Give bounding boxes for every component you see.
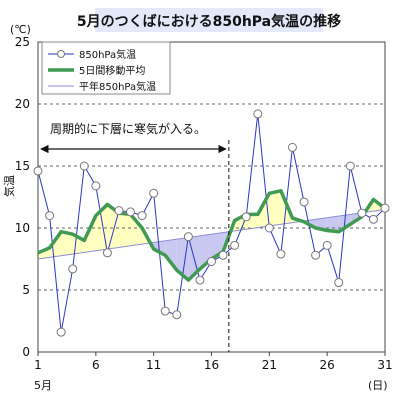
gridlines	[38, 103, 385, 291]
fill-above-normal	[61, 231, 73, 256]
series-line-normal	[37, 208, 386, 260]
y-tick-label: 5	[22, 283, 30, 297]
legend-box	[41, 41, 171, 95]
fill-below-normal	[327, 216, 339, 232]
x-tick-label: 1	[34, 358, 42, 372]
data-point-850hpa	[114, 206, 124, 216]
annotation-text: 周期的に下層に寒気が入る。	[50, 121, 206, 136]
data-point-850hpa	[287, 142, 297, 152]
data-point-850hpa	[45, 211, 55, 221]
y-tick-label: 0	[22, 345, 30, 359]
legend: 850hPa気温 5日間移動平均 平年850hPa気温	[41, 41, 171, 95]
data-point-850hpa	[276, 249, 286, 259]
y-tick-label: 15	[15, 159, 30, 173]
data-point-850hpa	[311, 250, 321, 260]
fill-above-normal	[130, 214, 143, 246]
data-points	[33, 109, 390, 337]
fill-above-normal	[269, 190, 281, 226]
data-point-850hpa	[218, 250, 228, 260]
chart-title: 5月のつくばにおける850hPa気温の推移	[77, 13, 341, 30]
data-point-850hpa	[368, 214, 378, 224]
fill-above-normal	[95, 204, 108, 251]
x-tick-labels: 1 6 11 16 21 26 31	[34, 352, 393, 372]
legend-label-moving-average: 5日間移動平均	[79, 64, 145, 77]
x-tick-label: 31	[377, 358, 392, 372]
data-point-850hpa	[195, 275, 205, 285]
data-point-850hpa	[183, 232, 193, 242]
fill-below-normal	[165, 239, 177, 271]
legend-label-850hpa: 850hPa気温	[79, 48, 136, 61]
x-tick-label: 11	[146, 358, 161, 372]
data-point-850hpa	[380, 203, 390, 213]
data-point-850hpa	[322, 240, 332, 250]
data-point-850hpa	[299, 197, 309, 207]
annotation-layer: 周期的に下層に寒気が入る。	[40, 121, 230, 352]
month-label: 5月	[34, 379, 52, 392]
fill-above-normal	[118, 213, 131, 248]
data-point-850hpa	[334, 278, 344, 288]
data-point-850hpa	[137, 211, 147, 221]
x-unit-label: (日)	[368, 379, 388, 392]
data-point-850hpa	[126, 207, 136, 217]
x-tick-label: 16	[204, 358, 219, 372]
data-point-850hpa	[149, 188, 159, 198]
y-tick-labels: 0 5 10 15 20 25	[15, 35, 30, 359]
fill-below-normal	[176, 237, 189, 281]
y-tick-label: 20	[15, 97, 30, 111]
data-point-850hpa	[102, 248, 112, 258]
data-point-850hpa	[241, 212, 251, 222]
x-tick-label: 21	[262, 358, 277, 372]
data-point-850hpa	[172, 310, 182, 320]
y-axis-label: 気温	[2, 175, 16, 197]
data-point-850hpa	[160, 306, 170, 316]
data-point-850hpa	[264, 223, 274, 233]
data-point-850hpa	[253, 109, 263, 119]
legend-marker-850hpa	[57, 50, 65, 58]
y-unit-label: (℃)	[10, 23, 31, 36]
y-tick-label: 25	[15, 35, 30, 49]
x-tick-label: 6	[92, 358, 100, 372]
y-tick-label: 10	[15, 221, 30, 235]
data-point-850hpa	[68, 264, 78, 274]
data-point-850hpa	[79, 161, 89, 171]
data-point-850hpa	[345, 161, 355, 171]
title-background	[95, 8, 323, 32]
x-tick-label: 26	[320, 358, 335, 372]
data-point-850hpa	[91, 181, 101, 191]
data-point-850hpa	[230, 240, 240, 250]
fill-above-normal	[107, 204, 119, 250]
legend-label-normal: 平年850hPa気温	[79, 80, 156, 93]
data-point-850hpa	[207, 256, 216, 266]
data-point-850hpa	[56, 327, 66, 337]
data-point-850hpa	[33, 166, 43, 176]
data-point-850hpa	[357, 208, 367, 218]
